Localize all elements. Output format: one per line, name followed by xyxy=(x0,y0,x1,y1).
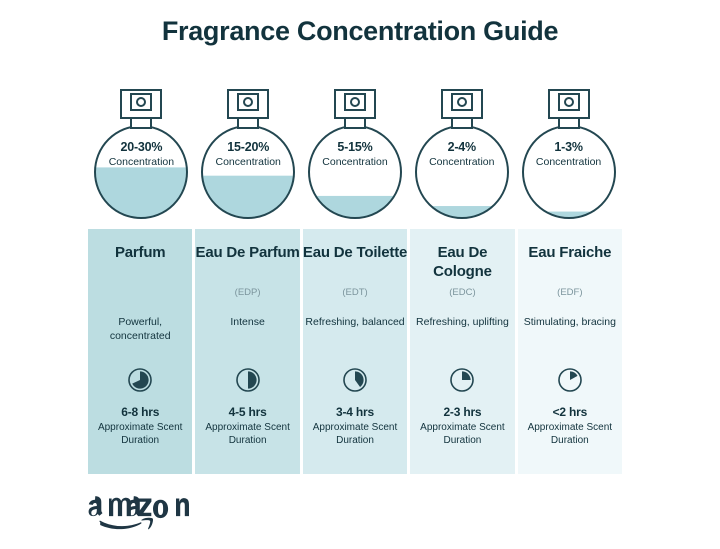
bottle-item: 1-3% Concentration xyxy=(515,88,622,220)
fragrance-name: Eau De Cologne xyxy=(433,244,492,280)
fragrance-description: Stimulating, bracing xyxy=(523,316,616,328)
bottle-nozzle-dot-icon xyxy=(136,97,147,107)
scent-duration-caption: Approximate Scent Duration xyxy=(420,422,505,446)
bottle-nozzle-dot-icon xyxy=(349,97,360,107)
fragrance-column: Eau De Cologne (EDC) Refreshing, uplifting… xyxy=(410,229,515,474)
scent-duration-hours: 4-5 hrs xyxy=(228,405,267,419)
scent-duration-caption: Approximate Scent Duration xyxy=(205,422,290,446)
scent-duration-caption: Approximate Scent Duration xyxy=(527,422,613,446)
bottle-liquid-fill xyxy=(202,175,295,218)
bottle-row: 20-30% Concentration 15-20% Concentration 5-… xyxy=(88,88,622,220)
scent-duration-hours: 2-3 hrs xyxy=(443,405,482,419)
scent-duration-caption: Approximate Scent Duration xyxy=(97,422,183,446)
bottle-liquid-fill xyxy=(95,167,188,218)
scent-duration-hours: <2 hrs xyxy=(552,405,588,419)
fragrance-column: Parfum Powerful, concentrated 6-8 hrs Appro… xyxy=(88,229,193,474)
fragrance-abbreviation: (EDP) xyxy=(234,287,261,298)
bottle-nozzle-dot-icon xyxy=(563,97,574,107)
fragrance-name: Eau De Toilette xyxy=(302,244,408,261)
duration-clock-icon xyxy=(342,367,368,393)
bottle-body-outline xyxy=(414,125,509,219)
fragrance-abbreviation: (EDF) xyxy=(557,287,583,298)
bottle-body-outline xyxy=(521,125,616,219)
duration-clock-icon xyxy=(127,367,153,393)
page-title: Fragrance Concentration Guide xyxy=(161,16,559,46)
bottle-nozzle-dot-icon xyxy=(456,97,467,107)
bottle-liquid-fill xyxy=(522,211,615,218)
fragrance-description: Refreshing, uplifting xyxy=(416,316,509,328)
perfume-bottle-icon: 15-20% Concentration xyxy=(200,88,296,220)
bottle-item: 20-30% Concentration xyxy=(88,88,195,220)
fragrance-abbreviation: (EDT) xyxy=(342,287,368,298)
amazon-wordmark-icon xyxy=(88,496,190,530)
fragrance-name: Eau De Parfum xyxy=(195,244,300,261)
scent-duration-hours: 3-4 hrs xyxy=(336,405,374,419)
bottle-item: 15-20% Concentration xyxy=(195,88,302,220)
fragrance-name: Eau Fraiche xyxy=(528,244,612,261)
amazon-logo xyxy=(88,489,208,533)
perfume-bottle-icon: 20-30% Concentration xyxy=(93,88,189,220)
fragrance-description: Intense xyxy=(230,316,265,328)
perfume-bottle-icon: 2-4% Concentration xyxy=(414,88,510,220)
duration-clock-icon xyxy=(557,367,583,393)
fragrance-column: Eau De Toilette (EDT) Refreshing, balanced… xyxy=(302,229,408,474)
perfume-bottle-icon: 5-15% Concentration xyxy=(307,88,403,220)
bottle-item: 5-15% Concentration xyxy=(302,88,409,220)
duration-clock-icon xyxy=(449,367,475,393)
fragrance-description: Powerful, concentrated xyxy=(109,316,171,342)
perfume-bottle-icon: 1-3% Concentration xyxy=(521,88,617,220)
fragrance-column: Eau De Parfum (EDP) Intense 4-5 hrs Approxim… xyxy=(195,229,300,474)
duration-clock-icon xyxy=(235,367,261,393)
bottle-nozzle-dot-icon xyxy=(243,97,254,107)
scent-duration-hours: 6-8 hrs xyxy=(121,405,160,419)
fragrance-name: Parfum xyxy=(114,244,166,261)
fragrance-abbreviation: (EDC) xyxy=(449,287,476,298)
bottle-item: 2-4% Concentration xyxy=(408,88,515,220)
fragrance-column: Eau Fraiche (EDF) Stimulating, bracing <2 h… xyxy=(517,229,623,474)
scent-duration-caption: Approximate Scent Duration xyxy=(312,422,398,446)
bottle-liquid-fill xyxy=(415,206,508,218)
fragrance-description: Refreshing, balanced xyxy=(305,316,405,328)
bottle-liquid-fill xyxy=(308,195,401,218)
comparison-table: Parfum Powerful, concentrated 6-8 hrs Appro… xyxy=(88,229,623,474)
